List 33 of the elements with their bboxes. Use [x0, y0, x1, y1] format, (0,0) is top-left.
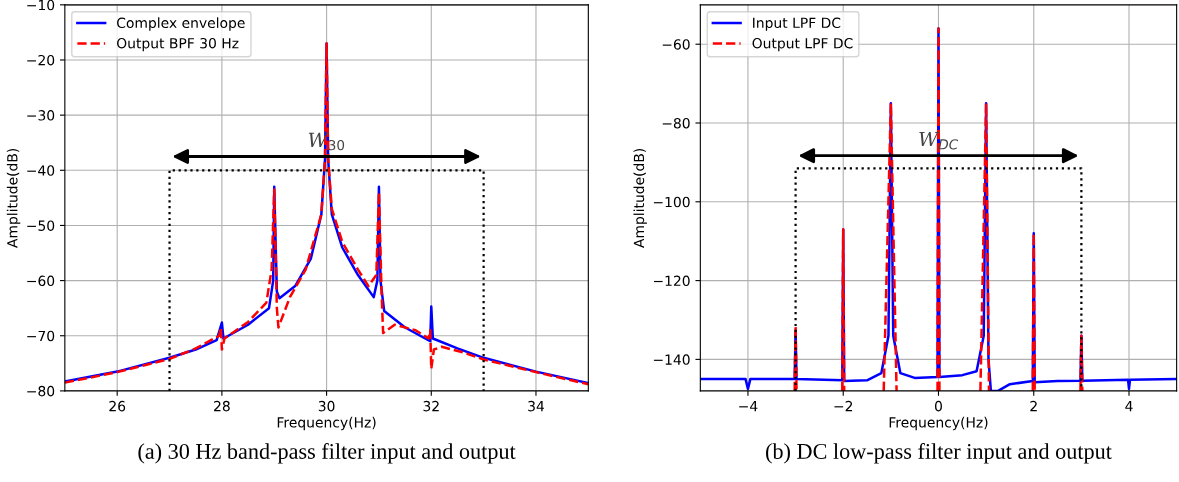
- text: (a) 30 Hz band-pass filter input and output: [138, 443, 516, 464]
- y-tick-label: −50: [27, 220, 55, 231]
- y-tick-label: −120: [653, 275, 690, 287]
- y-axis-title: Amplitude(dB): [633, 148, 647, 248]
- x-tick-label: 4: [1125, 401, 1133, 412]
- y-tick-label: −10: [27, 0, 55, 11]
- x-tick-label: 32: [423, 400, 439, 412]
- y-tick-label: −60: [662, 39, 690, 50]
- x-axis-title: Frequency(Hz): [277, 416, 376, 431]
- y-tick-label: −80: [662, 117, 690, 129]
- x-tick-label: 34: [528, 400, 545, 412]
- x-tick-label: 28: [214, 400, 230, 412]
- x-axis-title: Frequency(Hz): [889, 416, 988, 431]
- y-tick-label: −30: [27, 110, 55, 121]
- y-tick-label: −40: [27, 165, 55, 176]
- text: (b) DC low-pass filter input and output: [766, 443, 1112, 464]
- y-tick-label: −60: [27, 275, 55, 287]
- y-tick-label: −100: [653, 196, 690, 208]
- y-tick-label: −140: [653, 354, 690, 365]
- y-tick-label: −80: [27, 385, 55, 397]
- legend-label: Input LPF DC: [753, 17, 841, 31]
- x-tick-label: −4: [739, 401, 758, 412]
- legend-label: Output BPF 30 Hz: [117, 37, 239, 52]
- y-tick-label: −70: [27, 330, 55, 342]
- x-tick-label: 0: [934, 400, 942, 412]
- legend-label: Output LPF DC: [752, 37, 853, 52]
- x-tick-label: 26: [109, 400, 126, 412]
- y-tick-label: −20: [27, 54, 55, 66]
- x-tick-label: −2: [834, 400, 853, 412]
- legend-label: Complex envelope: [117, 17, 245, 31]
- y-axis-title: Amplitude(dB): [6, 148, 21, 248]
- x-tick-label: 2: [1030, 400, 1037, 412]
- x-tick-label: 30: [318, 400, 335, 412]
